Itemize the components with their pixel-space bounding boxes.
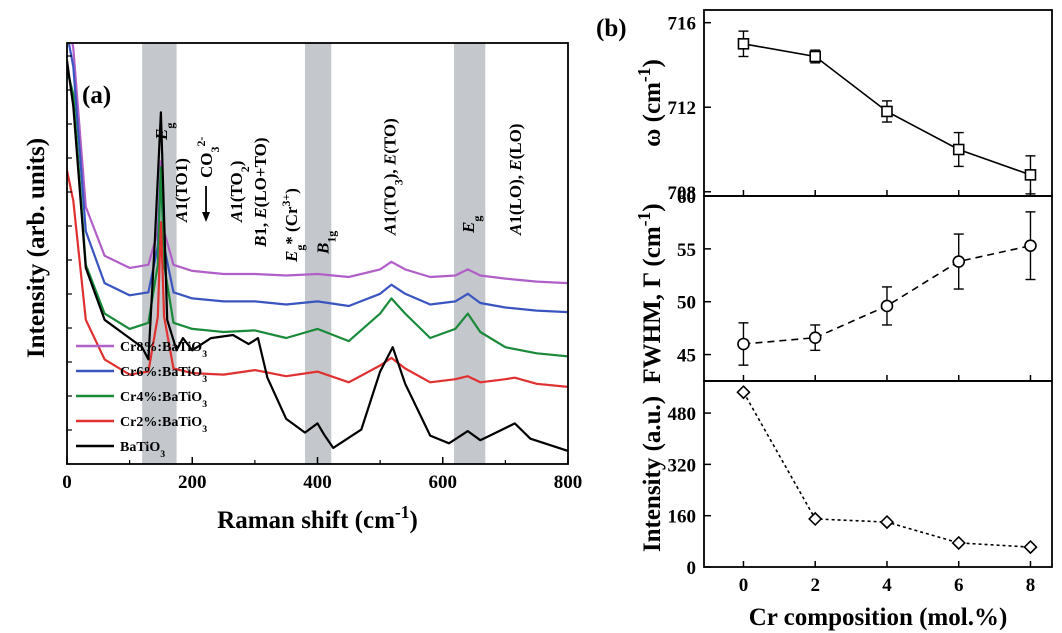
x-tick-label-a-1: 200 [178, 472, 207, 493]
spectrum-line-1 [67, 43, 568, 314]
panel-label-a: (a) [82, 82, 111, 109]
y-axis-label-b1: FWHM, Γ (cm-1) [634, 203, 666, 383]
x-tick-label-b-2: 4 [882, 575, 892, 596]
y-tick-label-b1-0: 45 [677, 346, 696, 367]
legend-label-1: Cr6%:BaTiO3 [120, 365, 207, 385]
subplot-frame-2 [703, 380, 1053, 568]
y-tick-label-b2-1: 160 [668, 507, 697, 528]
peak-annotation-9: A1(LO), E(LO) [506, 124, 525, 236]
data-point-circle [880, 299, 894, 313]
data-point-circle [808, 331, 822, 344]
legend-label-4: BaTiO3 [120, 440, 165, 460]
y-tick-label-b0-1: 712 [668, 98, 697, 119]
data-point-diamond [1023, 539, 1038, 555]
subplot-2: 0 160 320 480 [668, 380, 1053, 579]
x-tick-label-b-4: 8 [1026, 575, 1036, 596]
x-tick-label-a-3: 600 [429, 472, 458, 493]
data-point-diamond [808, 511, 823, 527]
data-point-square [737, 38, 750, 50]
data-point-square [952, 143, 965, 156]
panel-b-cr-composition: 708 712 716 45 50 55 60 0 160 320 480 0 2 4 6 8 Cr compo… [596, 9, 1053, 631]
y-tick-label-b0-0: 708 [668, 183, 697, 204]
legend-label-3: Cr2%:BaTiO3 [120, 415, 207, 435]
peak-annotation-4: B1, E(LO+TO) [251, 137, 270, 248]
data-point-square [881, 105, 893, 118]
y-tick-label-b2-0: 0 [687, 558, 697, 579]
data-point-square [809, 50, 822, 63]
co3-arrow-head [202, 212, 211, 222]
y-tick-label-b2-2: 320 [668, 455, 697, 476]
shaded-band-1 [304, 43, 332, 464]
x-axis-label-b: Cr composition (mol.%) [749, 604, 1008, 631]
subplot-frame-1 [703, 195, 1053, 382]
shaded-band-2 [454, 43, 486, 464]
x-tick-label-a-2: 400 [303, 472, 332, 493]
peak-annotation-0: Eg [152, 123, 177, 141]
peak-annotation-3: A1(TO2) [227, 161, 252, 223]
x-tick-label-b-1: 2 [810, 575, 820, 596]
y-tick-label-b2-3: 480 [668, 404, 697, 425]
peak-annotation-1: A1(TO1) [172, 158, 191, 223]
peak-annotation-5: Eg* (Cr3+) [279, 188, 307, 263]
subplot-frame-0 [703, 9, 1053, 197]
x-tick-label-a-4: 800 [554, 472, 583, 493]
peak-annotation-7: A1(TO3), E(TO) [381, 118, 406, 236]
y-tick-label-b0-2: 716 [668, 14, 697, 35]
spectrum-line-4 [67, 60, 568, 452]
data-point-circle [1024, 239, 1037, 252]
peak-annotation-8: Eg [459, 216, 484, 234]
data-point-diamond [951, 535, 966, 551]
data-point-square [1024, 169, 1037, 181]
legend-label-0: Cr8%:BaTiO3 [120, 340, 207, 360]
x-tick-label-b-3: 6 [954, 575, 964, 596]
y-axis-label-b2: Intensity (a.u.) [639, 396, 666, 552]
peak-annotation-6: B1g [314, 231, 339, 255]
y-axis-label-a: Intensity (arb. units) [23, 138, 50, 358]
y-tick-label-b1-1: 50 [677, 293, 696, 314]
legend-label-2: Cr4%:BaTiO3 [120, 390, 207, 410]
y-tick-label-b1-3: 60 [677, 187, 696, 208]
data-point-diamond [736, 385, 751, 400]
y-tick-label-b1-2: 55 [677, 240, 696, 261]
panel-a-raman-spectra: 0 200 400 600 800 Raman shift (cm-1) Intensity… [23, 42, 583, 534]
data-point-circle [952, 255, 966, 268]
data-point-circle [737, 337, 750, 351]
data-point-diamond [879, 514, 895, 530]
panel-label-b: (b) [596, 15, 627, 42]
subplot-0: 708 712 716 [668, 9, 1053, 204]
y-axis-label-b0: ω (cm-1) [634, 59, 666, 147]
x-axis-label-a: Raman shift (cm-1) [217, 502, 418, 534]
spectrum-line-3 [67, 170, 568, 388]
subplot-1: 45 50 55 60 [677, 187, 1053, 382]
peak-annotation-2: CO32- [194, 137, 222, 178]
spectrum-line-2 [67, 69, 568, 358]
legend-a: Cr8%:BaTiO3 Cr6%:BaTiO3 Cr4%:BaTiO3 Cr2%:Ba… [76, 340, 207, 460]
x-tick-label-b-0: 0 [739, 575, 749, 596]
x-tick-label-a-0: 0 [62, 472, 72, 493]
spectrum-line-0 [71, 43, 568, 285]
